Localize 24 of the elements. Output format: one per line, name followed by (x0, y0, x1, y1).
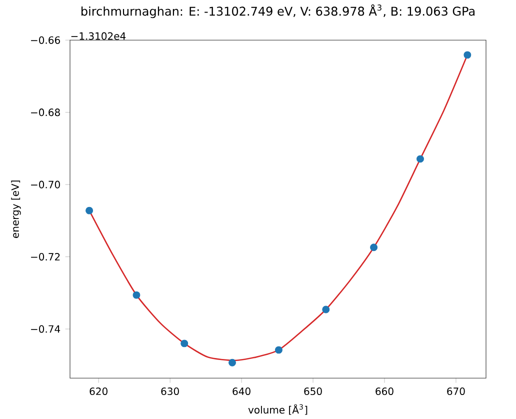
point (86, 206, 94, 214)
x-tick-label: 670 (447, 387, 465, 395)
x-tick-label: 620 (90, 387, 108, 395)
point (370, 244, 378, 252)
point (228, 358, 236, 366)
y-tick-label: −0.72 (31, 252, 60, 260)
x-tick-label: 660 (376, 387, 394, 395)
point (416, 155, 424, 163)
point (180, 340, 188, 348)
x-axis-title: volume [Å$^{3}$] (248, 404, 308, 415)
x-tick-label: 650 (304, 387, 322, 395)
y-tick-label: −0.74 (31, 325, 60, 333)
y-axis-title: energy [eV] (11, 180, 21, 238)
x-tick-label: 630 (161, 387, 179, 395)
x-tick-label: 640 (232, 387, 250, 395)
point (274, 346, 282, 354)
point (464, 51, 472, 59)
point (132, 291, 140, 299)
text: −1.3102e4 (71, 32, 126, 40)
y-tick-label: −0.70 (31, 180, 60, 188)
y-tick-label: −0.66 (31, 36, 60, 44)
y-tick-label: −0.68 (31, 108, 60, 116)
point (322, 306, 330, 314)
chart-title: birchmurnaghan: E: -13102.749 eV, V: 638.978 Å$^{3}$, B: 19.063 GPa (82, 4, 474, 18)
